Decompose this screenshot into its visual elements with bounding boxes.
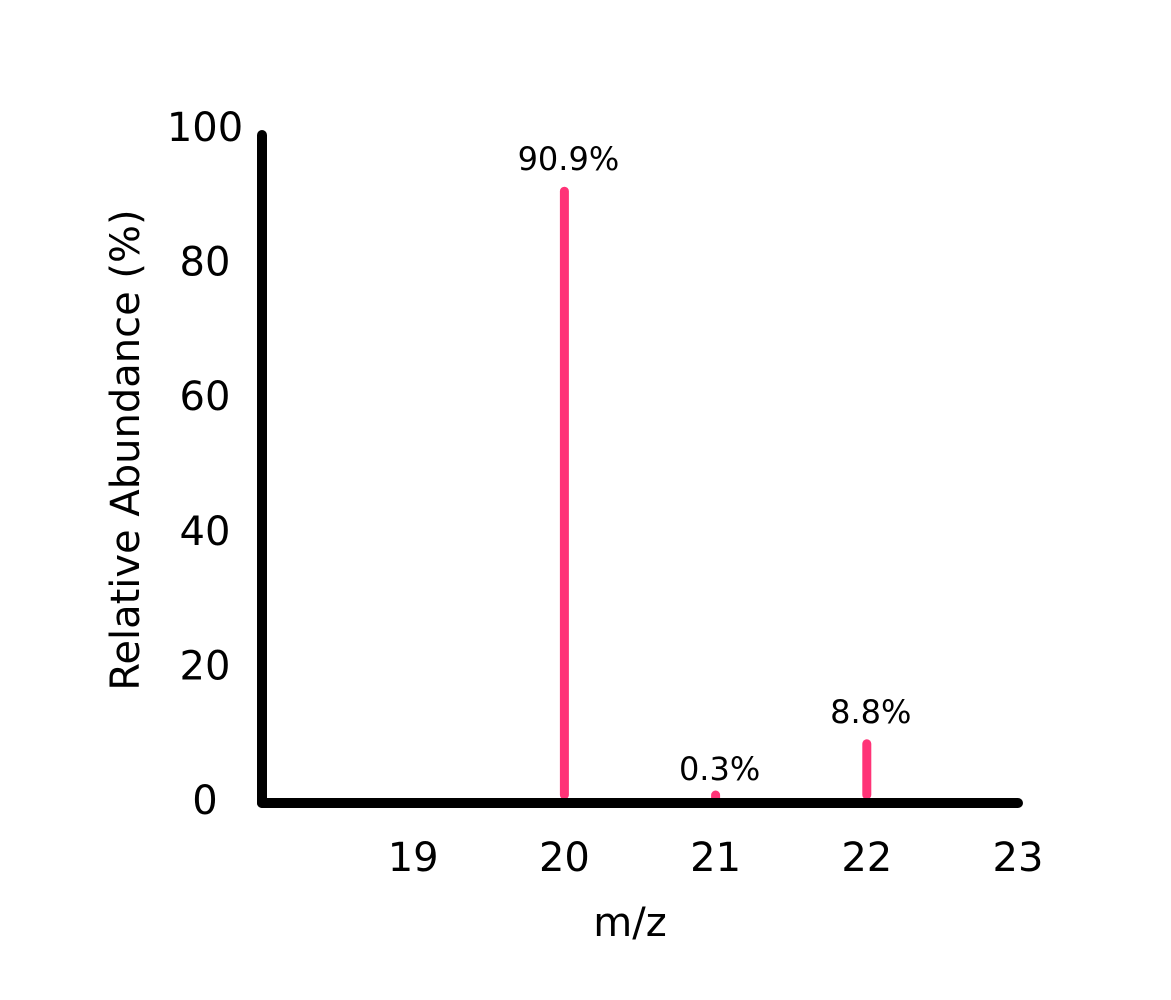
x-tick-label: 20 — [539, 835, 590, 881]
y-tick-label: 20 — [180, 643, 231, 689]
y-tick-label: 60 — [180, 374, 231, 420]
x-tick-label: 19 — [388, 835, 439, 881]
y-axis-label: Relative Abundance (%) — [103, 209, 149, 690]
y-tick-label: 100 — [167, 105, 243, 151]
value-label: 0.3% — [679, 750, 760, 788]
x-axis-label: m/z — [593, 900, 666, 946]
y-tick-label: 0 — [192, 778, 217, 824]
x-tick-label: 21 — [690, 835, 741, 881]
x-tick-label: 23 — [993, 835, 1044, 881]
value-label: 8.8% — [830, 693, 911, 731]
y-tick-label: 40 — [180, 509, 231, 555]
value-label: 90.9% — [518, 140, 620, 178]
x-tick-label: 22 — [841, 835, 892, 881]
y-tick-label: 80 — [180, 240, 231, 286]
